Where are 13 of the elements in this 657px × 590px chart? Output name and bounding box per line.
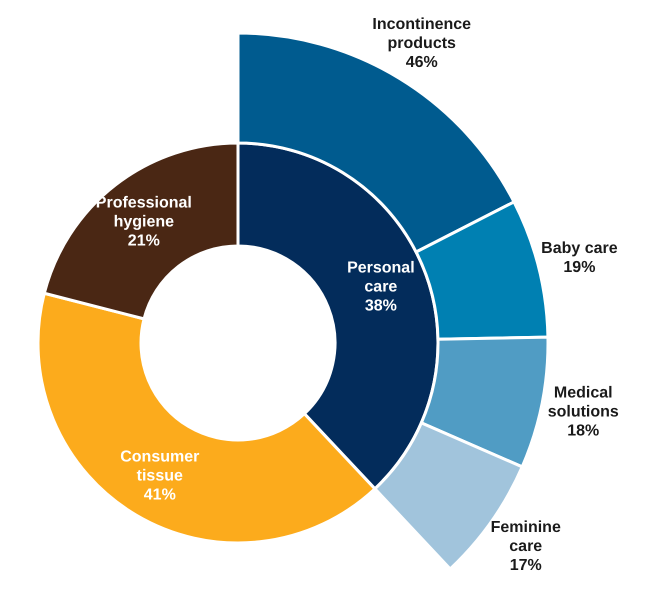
slice-label: Personal care [347, 258, 415, 295]
slice-label: Baby care [541, 239, 618, 256]
data-label: 46% [406, 53, 438, 70]
slice-label: Medical solutions [548, 384, 619, 420]
data-label: 41% [144, 486, 176, 503]
data-label: 17% [510, 556, 542, 574]
slice-label: Consumer tissue [120, 448, 200, 484]
data-label: 19% [563, 258, 596, 276]
data-label: 18% [567, 422, 600, 440]
data-label: 21% [128, 232, 160, 250]
slice-label: Feminine care [490, 518, 561, 554]
data-label: 38% [364, 296, 397, 314]
slice-label: Incontinence products [372, 15, 472, 52]
